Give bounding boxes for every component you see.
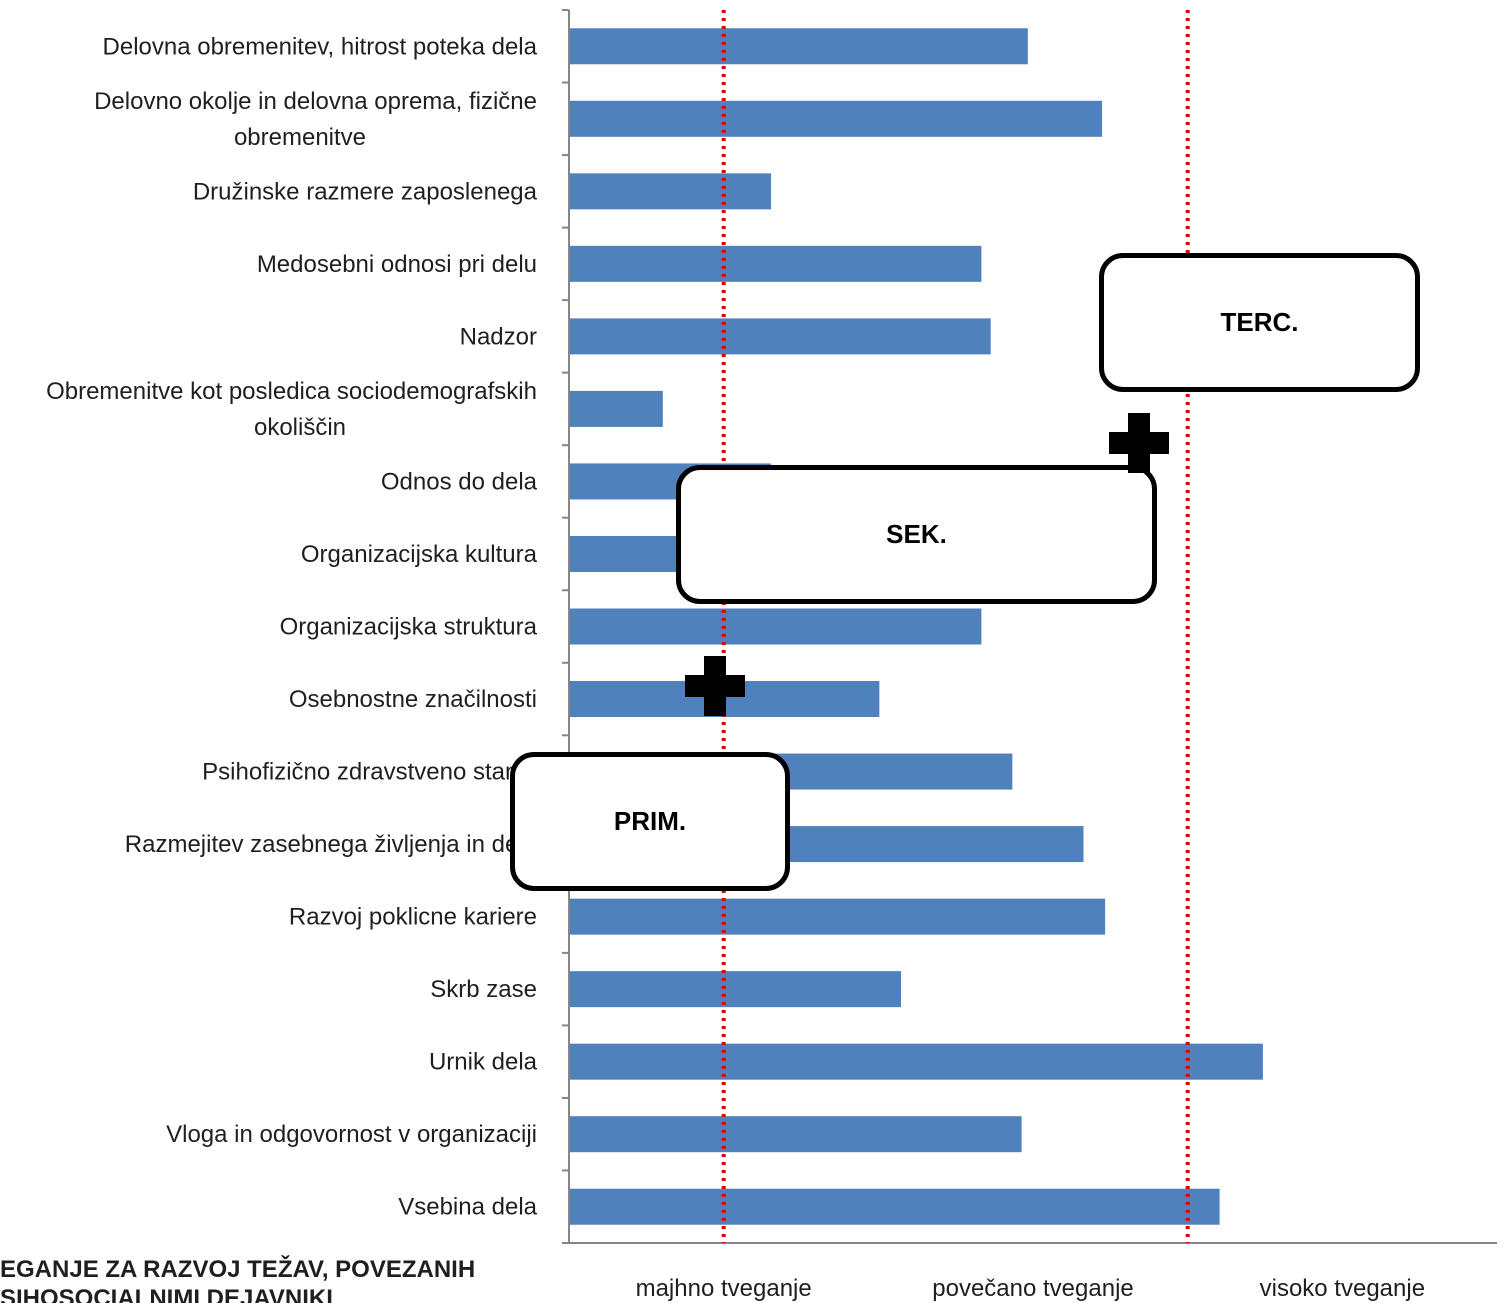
bar [570,608,982,645]
category-label: Urnik dela [429,1049,538,1076]
bar [570,100,1103,137]
bar [570,971,901,1008]
category-label: Psihofizično zdravstveno stanje [202,759,537,786]
category-label: Razvoj poklicne kariere [289,904,537,931]
bar [570,318,991,355]
category-label: Delovno okolje in delovna oprema, fizičn… [94,88,537,151]
category-label: Odnos do dela [381,468,538,495]
bar [570,1188,1220,1225]
x-tick-label: povečano tveganje [932,1275,1134,1302]
category-label: Obremenitve kot posledica sociodemografs… [46,378,537,441]
category-label: Medosebni odnosi pri delu [257,251,537,278]
category-label: Organizacijska struktura [280,614,538,641]
bar [570,898,1106,935]
sek-box: SEK. [676,465,1157,604]
bottom-title-line-1: EGANJE ZA RAZVOJ TEŽAV, POVEZANIH [0,1255,475,1283]
bar [570,28,1028,65]
bottom-title-line-2: SIHOSOCIALNIMI DEJAVNIKI [0,1285,333,1303]
sek-box-label: SEK. [886,519,947,549]
category-label: Vloga in odgovornost v organizaciji [166,1121,537,1148]
category-label: Vsebina dela [398,1194,537,1221]
prim-box-label: PRIM. [613,806,687,836]
category-label: Družinske razmere zaposlenega [193,178,538,205]
bar [570,390,663,427]
category-label: Nadzor [460,323,537,350]
category-label: Razmejitev zasebnega življenja in dela [125,831,538,858]
category-label: Osebnostne značilnosti [289,686,537,713]
category-label: Skrb zase [430,976,537,1003]
bar [570,245,982,282]
terc-box-label: TERC. [1220,307,1299,337]
terc-box: TERC. [1099,253,1420,392]
x-tick-label: visoko tveganje [1260,1275,1425,1302]
bar [570,1116,1022,1153]
category-label: Delovna obremenitev, hitrost poteka dela [103,33,538,60]
bar [570,173,772,210]
prim-box: PRIM. [510,752,790,891]
bar [570,1043,1263,1080]
category-label: Organizacijska kultura [301,541,538,568]
x-tick-label: majhno tveganje [636,1275,812,1302]
